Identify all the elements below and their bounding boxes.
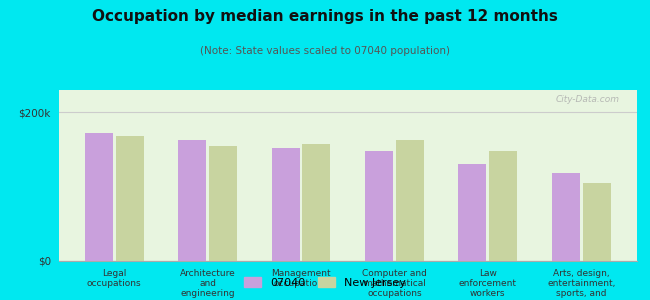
Text: Occupation by median earnings in the past 12 months: Occupation by median earnings in the pas… xyxy=(92,9,558,24)
Bar xyxy=(458,164,486,261)
Bar xyxy=(178,140,206,261)
Bar xyxy=(209,146,237,261)
Bar xyxy=(582,183,611,261)
Bar xyxy=(365,151,393,261)
Legend: 07040, New Jersey: 07040, New Jersey xyxy=(241,274,409,291)
Bar xyxy=(84,133,113,261)
Text: (Note: State values scaled to 07040 population): (Note: State values scaled to 07040 popu… xyxy=(200,46,450,56)
Bar xyxy=(489,151,517,261)
Bar xyxy=(302,144,330,261)
Bar xyxy=(552,173,580,261)
Bar xyxy=(272,148,300,261)
Bar xyxy=(396,140,424,261)
Text: City-Data.com: City-Data.com xyxy=(556,95,619,104)
Bar xyxy=(116,136,144,261)
